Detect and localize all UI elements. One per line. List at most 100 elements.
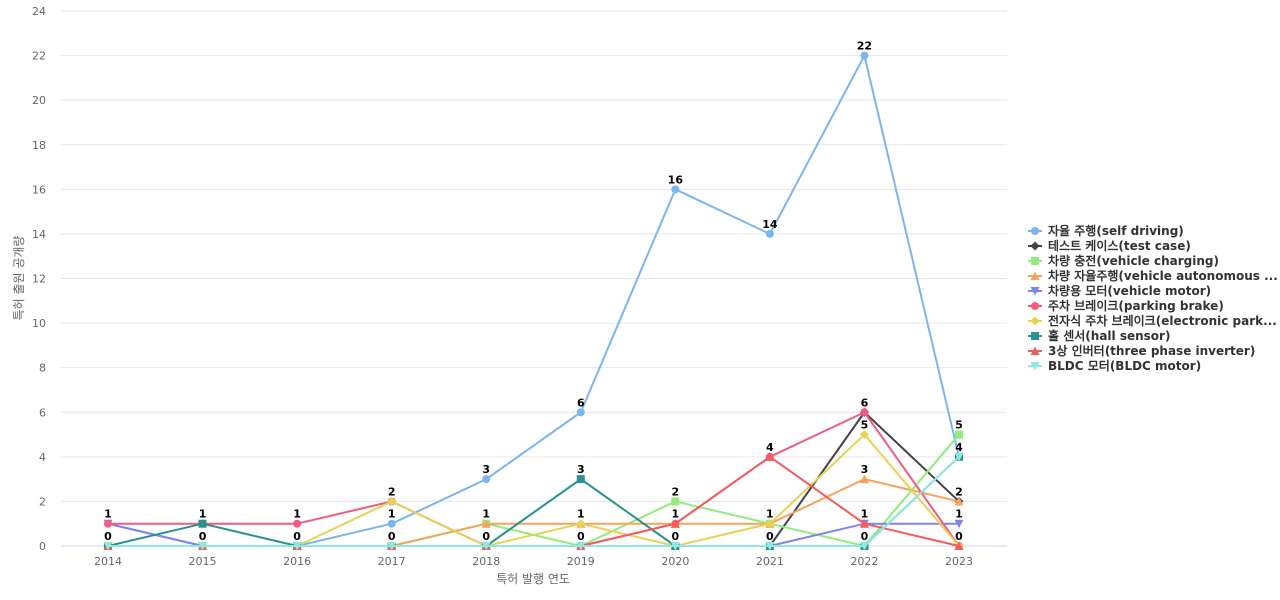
x-tick-label: 2017 xyxy=(378,555,406,568)
grid-lines xyxy=(61,10,1007,547)
y-tick-label: 14 xyxy=(32,228,46,241)
legend-marker[interactable] xyxy=(1031,257,1039,265)
data-point[interactable] xyxy=(954,519,964,529)
data-point[interactable] xyxy=(576,475,585,484)
series-0 xyxy=(104,51,963,550)
y-tick-label: 24 xyxy=(32,5,46,18)
data-point[interactable] xyxy=(104,519,112,528)
data-point[interactable] xyxy=(765,519,775,529)
data-point[interactable] xyxy=(387,496,397,506)
data-point[interactable] xyxy=(576,542,586,551)
y-tick-label: 4 xyxy=(39,451,46,464)
data-point[interactable] xyxy=(859,430,869,440)
data-label: 1 xyxy=(766,508,774,521)
y-tick-label: 0 xyxy=(39,540,46,553)
data-point[interactable] xyxy=(671,497,680,506)
data-label: 0 xyxy=(861,530,869,543)
x-tick-label: 2015 xyxy=(189,555,217,568)
data-label: 1 xyxy=(388,508,396,521)
legend-marker[interactable] xyxy=(1030,271,1040,281)
data-label: 14 xyxy=(762,218,778,231)
legend-marker[interactable] xyxy=(1030,346,1040,356)
data-point[interactable] xyxy=(292,542,302,551)
legend-item[interactable]: 주차 브레이크(parking brake) xyxy=(1028,298,1224,313)
legend-item[interactable]: 차량용 모터(vehicle motor) xyxy=(1028,283,1211,298)
legend-marker[interactable] xyxy=(1030,316,1040,326)
data-label: 0 xyxy=(766,530,774,543)
y-tick-label: 16 xyxy=(32,183,46,196)
data-label: 2 xyxy=(388,485,396,498)
legend-item[interactable]: 전자식 주차 브레이크(electronic park... xyxy=(1028,313,1277,328)
legend-item[interactable]: 홀 센서(hall sensor) xyxy=(1028,328,1170,343)
x-tick-label: 2018 xyxy=(472,555,500,568)
data-label: 1 xyxy=(199,508,207,521)
legend-label: 전자식 주차 브레이크(electronic park... xyxy=(1048,313,1277,328)
legend-item[interactable]: 테스트 케이스(test case) xyxy=(1028,238,1191,253)
legend-item[interactable]: 차량 자율주행(vehicle autonomous ... xyxy=(1028,268,1278,283)
data-point[interactable] xyxy=(859,542,869,551)
legend-item[interactable]: 차량 충전(vehicle charging) xyxy=(1028,253,1219,268)
data-point[interactable] xyxy=(860,51,869,60)
y-tick-label: 2 xyxy=(39,495,46,508)
legend-marker[interactable] xyxy=(1031,302,1039,310)
data-label: 4 xyxy=(766,441,774,454)
data-point[interactable] xyxy=(576,408,585,417)
x-tick-label: 2021 xyxy=(756,555,784,568)
data-point[interactable] xyxy=(481,542,491,551)
legend-item[interactable]: 자율 주행(self driving) xyxy=(1028,223,1184,238)
data-point[interactable] xyxy=(860,408,869,417)
legend-item[interactable]: BLDC 모터(BLDC motor) xyxy=(1028,358,1201,373)
data-point[interactable] xyxy=(293,519,302,528)
data-point[interactable] xyxy=(765,542,775,551)
data-point[interactable] xyxy=(670,542,680,551)
data-point[interactable] xyxy=(671,185,680,194)
data-label: 3 xyxy=(577,463,585,476)
data-point[interactable] xyxy=(670,519,680,528)
data-label: 0 xyxy=(672,530,680,543)
legend-marker[interactable] xyxy=(1031,332,1039,340)
data-point[interactable] xyxy=(481,519,491,528)
data-point[interactable] xyxy=(859,519,869,528)
y-tick-label: 8 xyxy=(39,362,46,375)
data-point[interactable] xyxy=(387,542,397,551)
data-point[interactable] xyxy=(198,542,208,551)
legend-marker[interactable] xyxy=(1030,287,1040,296)
series-line xyxy=(108,433,960,547)
x-tick-label: 2022 xyxy=(850,555,878,568)
x-tick-label: 2014 xyxy=(94,555,122,568)
series-1 xyxy=(103,407,964,551)
series-line xyxy=(107,54,960,547)
x-tick-label: 2023 xyxy=(945,555,973,568)
series-9 xyxy=(103,452,964,551)
data-point[interactable] xyxy=(954,541,964,551)
data-label: 0 xyxy=(199,530,207,543)
data-point[interactable] xyxy=(859,474,869,484)
data-point[interactable] xyxy=(576,519,586,529)
data-label: 1 xyxy=(861,508,869,521)
series-group xyxy=(103,51,964,551)
legend-label: 테스트 케이스(test case) xyxy=(1048,238,1191,253)
y-tick-label: 12 xyxy=(32,273,46,286)
data-point[interactable] xyxy=(954,452,964,462)
legend-item[interactable]: 3상 인버터(three phase inverter) xyxy=(1028,343,1255,358)
data-point[interactable] xyxy=(954,496,964,506)
data-point[interactable] xyxy=(198,519,207,528)
data-point[interactable] xyxy=(103,542,113,551)
data-point[interactable] xyxy=(482,475,491,484)
legend-marker[interactable] xyxy=(1030,362,1040,371)
x-tick-label: 2019 xyxy=(567,555,595,568)
data-label: 1 xyxy=(482,508,490,521)
data-point[interactable] xyxy=(955,430,963,439)
data-label: 1 xyxy=(955,508,963,521)
data-label: 0 xyxy=(482,530,490,543)
y-axis-title: 특허 출원 공개량 xyxy=(12,236,26,321)
legend-marker[interactable] xyxy=(1030,241,1040,251)
legend-marker[interactable] xyxy=(1031,227,1039,235)
legend: 자율 주행(self driving)테스트 케이스(test case)차량 … xyxy=(1028,223,1278,373)
data-point[interactable] xyxy=(765,452,775,461)
data-point[interactable] xyxy=(765,229,774,238)
legend-label: 홀 센서(hall sensor) xyxy=(1048,328,1170,343)
data-label: 1 xyxy=(672,508,680,521)
data-point[interactable] xyxy=(387,519,396,528)
